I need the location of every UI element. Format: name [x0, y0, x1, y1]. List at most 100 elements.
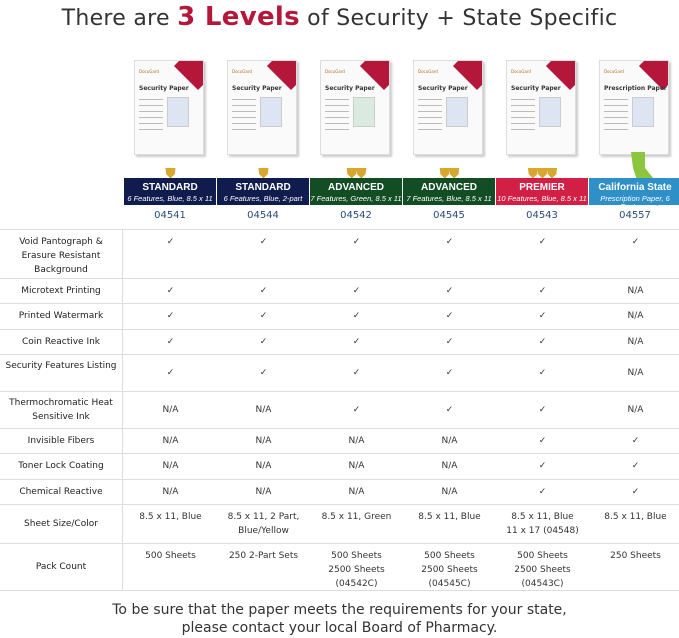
table-cell: N/A	[627, 336, 644, 347]
feature-label: Security Features Listing	[5, 360, 117, 371]
product-code: 04544	[247, 210, 279, 221]
row-divider	[0, 354, 679, 355]
product-level-badge: PREMIER 10 Features, Blue, 8.5 x 11	[496, 178, 588, 205]
checkmark-icon: ✓	[631, 486, 640, 497]
checkmark-icon: ✓	[352, 367, 361, 378]
page-title: There are 3 Levels of Security + State S…	[61, 2, 618, 32]
checkmark-icon: ✓	[166, 285, 175, 296]
checkmark-icon: ✓	[166, 367, 175, 378]
footer-note: To be sure that the paper meets the requ…	[112, 602, 567, 636]
checkmark-icon: ✓	[259, 311, 268, 321]
product-box-image: DocuGard Security Paper	[316, 58, 396, 158]
product-code: 04543	[526, 210, 558, 221]
product-level-badge: STANDARD 6 Features, Blue, 8.5 x 11	[124, 178, 216, 205]
row-divider	[0, 543, 679, 544]
checkmark-icon: ✓	[352, 311, 361, 321]
row-divider	[0, 428, 679, 429]
checkmark-icon: ✓	[166, 311, 175, 321]
table-cell: N/A	[348, 461, 365, 471]
feature-label: Sheet Size/Color	[24, 518, 98, 529]
product-box-image: DocuGard Security Paper	[223, 58, 303, 158]
table-cell: N/A	[627, 404, 644, 415]
docugard-logo: DocuGard	[418, 69, 438, 74]
feature-label: Coin Reactive Ink	[21, 336, 101, 347]
product-level-badge: California State Prescription Paper, 6 F…	[589, 178, 679, 210]
checkmark-icon: ✓	[631, 435, 640, 446]
checkmark-icon: ✓	[259, 237, 268, 247]
checkmark-icon: ✓	[166, 237, 175, 247]
product-box-image: DocuGard Security Paper	[502, 58, 582, 158]
table-cell: 8.5 x 11, Green	[321, 512, 392, 522]
checkmark-icon: ✓	[538, 311, 547, 321]
column-divider	[122, 229, 123, 590]
docugard-logo: DocuGard	[325, 69, 345, 74]
checkmark-icon: ✓	[166, 336, 175, 347]
product-code: 04542	[340, 210, 372, 221]
checkmark-icon: ✓	[352, 336, 361, 347]
row-divider	[0, 504, 679, 505]
table-cell: N/A	[441, 435, 458, 446]
security-level-shield-icon: ⛊	[258, 166, 269, 182]
row-divider	[0, 229, 679, 230]
row-divider	[0, 278, 679, 279]
checkmark-icon: ✓	[538, 237, 547, 247]
table-cell: 8.5 x 11, Blue	[418, 512, 481, 522]
table-cell: N/A	[255, 486, 272, 497]
table-cell: 500 Sheets	[145, 551, 196, 561]
table-cell: N/A	[627, 367, 644, 378]
title-highlight: 3 Levels	[177, 2, 300, 32]
row-divider	[0, 303, 679, 304]
checkmark-icon: ✓	[445, 336, 454, 347]
table-cell: N/A	[441, 461, 458, 471]
table-cell: 500 Sheets 2500 Sheets (04545C)	[421, 551, 478, 589]
product-box-image: DocuGard Security Paper	[409, 58, 489, 158]
feature-label: Microtext Printing	[21, 285, 101, 296]
checkmark-icon: ✓	[445, 311, 454, 321]
table-cell: 8.5 x 11, Blue 11 x 17 (04548)	[506, 512, 579, 536]
table-cell: N/A	[162, 435, 179, 446]
product-level-badge: ADVANCED 7 Features, Blue, 8.5 x 11	[403, 178, 495, 205]
row-divider	[0, 391, 679, 392]
feature-label: Pack Count	[35, 561, 87, 572]
table-cell: N/A	[255, 404, 272, 415]
checkmark-icon: ✓	[538, 461, 547, 471]
checkmark-icon: ✓	[445, 237, 454, 247]
table-cell: N/A	[441, 486, 458, 497]
docugard-logo: DocuGard	[139, 69, 159, 74]
product-code: 04545	[433, 210, 465, 221]
product-box-image: DocuGard Security Paper	[130, 58, 210, 158]
table-cell: N/A	[162, 461, 179, 471]
product-code: 04557	[619, 210, 651, 221]
table-cell: 500 Sheets 2500 Sheets (04542C)	[328, 551, 385, 589]
checkmark-icon: ✓	[538, 336, 547, 347]
checkmark-icon: ✓	[352, 237, 361, 247]
product-code: 04541	[154, 210, 186, 221]
table-cell: 500 Sheets 2500 Sheets (04543C)	[514, 551, 571, 589]
feature-label: Void Pantograph & Erasure Resistant Back…	[19, 237, 103, 275]
checkmark-icon: ✓	[538, 285, 547, 296]
checkmark-icon: ✓	[259, 285, 268, 296]
feature-label: Printed Watermark	[18, 311, 104, 321]
table-cell: N/A	[162, 404, 179, 415]
docugard-logo: DocuGard	[511, 69, 531, 74]
table-cell: N/A	[627, 311, 644, 321]
product-box-image: DocuGard Prescription Paper	[595, 58, 675, 158]
checkmark-icon: ✓	[259, 336, 268, 347]
table-cell: N/A	[348, 435, 365, 446]
product-level-badge: ADVANCED 7 Features, Green, 8.5 x 11	[310, 178, 402, 205]
table-cell: 8.5 x 11, Blue	[604, 512, 667, 522]
checkmark-icon: ✓	[445, 367, 454, 378]
table-cell: N/A	[627, 285, 644, 296]
security-level-shield-icon: ⛊	[165, 166, 176, 182]
checkmark-icon: ✓	[631, 461, 640, 471]
checkmark-icon: ✓	[445, 285, 454, 296]
row-divider	[0, 479, 679, 480]
feature-label: Invisible Fibers	[27, 435, 95, 446]
checkmark-icon: ✓	[445, 404, 454, 415]
checkmark-icon: ✓	[259, 367, 268, 378]
row-divider	[0, 453, 679, 454]
docugard-logo: DocuGard	[604, 69, 624, 74]
table-cell: 250 Sheets	[610, 551, 661, 561]
checkmark-icon: ✓	[538, 435, 547, 446]
checkmark-icon: ✓	[631, 237, 640, 247]
